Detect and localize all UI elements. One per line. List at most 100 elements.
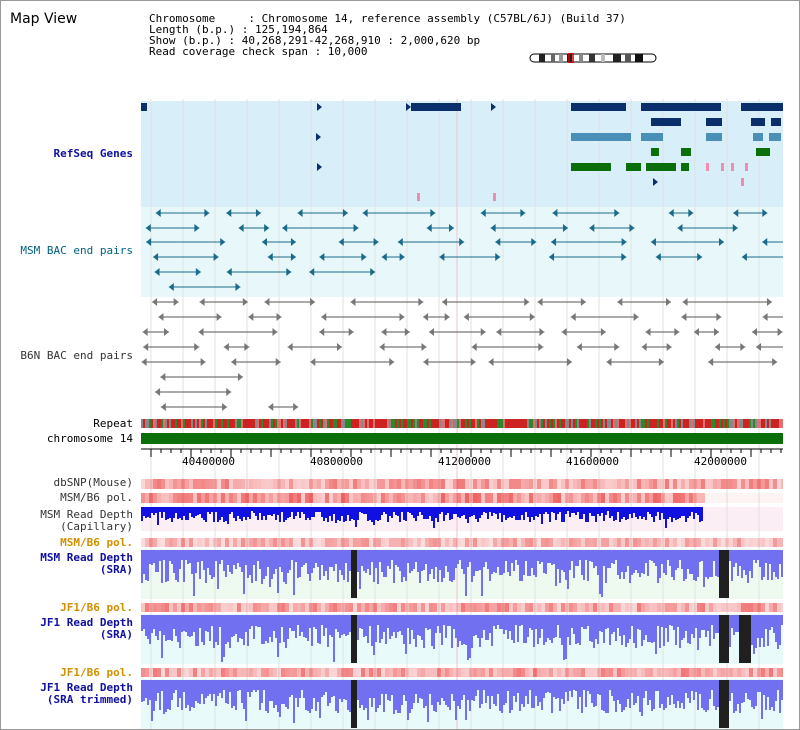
- polymorphism-bin: [477, 479, 481, 489]
- read-depth-bin: [145, 550, 147, 580]
- read-depth-bin: [307, 550, 309, 574]
- polymorphism-bin: [465, 479, 469, 489]
- read-depth-bin: [193, 507, 195, 518]
- polymorphism-bin: [601, 493, 605, 503]
- read-depth-bin: [677, 680, 679, 701]
- repeat-segment: [553, 419, 555, 428]
- b6n-bac-end: [777, 328, 783, 336]
- polymorphism-bin: [321, 538, 325, 547]
- read-depth-bin: [621, 615, 623, 645]
- read-depth-bin: [383, 507, 385, 512]
- repeat-segment: [399, 419, 401, 428]
- repeat-segment: [517, 419, 519, 428]
- polymorphism-bin: [329, 538, 333, 547]
- msm-bac-end: [650, 238, 656, 246]
- read-depth-bin: [335, 550, 337, 564]
- read-depth-bin: [583, 615, 585, 629]
- polymorphism-bin: [525, 493, 529, 503]
- read-depth-bin: [411, 507, 413, 515]
- read-depth-bin: [585, 550, 587, 560]
- read-depth-bin: [671, 680, 673, 695]
- b6n-bac-end: [321, 313, 327, 321]
- read-depth-bin: [759, 615, 761, 647]
- repeat-segment: [335, 419, 337, 428]
- read-depth-bin: [407, 615, 409, 628]
- msm-bac-end: [264, 224, 270, 232]
- read-depth-bin: [231, 680, 233, 708]
- read-depth-bin: [241, 550, 243, 572]
- polymorphism-bin: [729, 493, 733, 503]
- repeat-segment: [199, 419, 201, 428]
- read-depth-bin: [379, 680, 381, 705]
- polymorphism-bin: [389, 668, 393, 677]
- polymorphism-bin: [557, 479, 561, 489]
- read-depth-bin: [607, 550, 609, 568]
- polymorphism-bin: [413, 603, 417, 612]
- read-depth-bin: [463, 507, 465, 515]
- read-depth-bin: [405, 550, 407, 581]
- polymorphism-bin: [593, 538, 597, 547]
- label-jf1-b6-pol-2: JF1/B6 pol.: [60, 666, 133, 679]
- polymorphism-bin: [513, 668, 517, 677]
- read-depth-bin: [419, 680, 421, 698]
- repeat-segment: [397, 419, 399, 428]
- read-depth-bin: [273, 550, 275, 574]
- polymorphism-bin: [325, 603, 329, 612]
- read-depth-bin: [579, 550, 581, 560]
- polymorphism-bin: [753, 479, 757, 489]
- read-depth-bin: [747, 615, 749, 663]
- read-depth-bin: [155, 680, 157, 701]
- polymorphism-bin: [625, 668, 629, 677]
- chromosome-ideogram[interactable]: [529, 53, 657, 63]
- polymorphism-bin: [357, 603, 361, 612]
- polymorphism-bin: [369, 493, 373, 503]
- polymorphism-bin: [417, 538, 421, 547]
- read-depth-bin: [615, 550, 617, 560]
- polymorphism-bin: [157, 479, 161, 489]
- genome-browser-tracks[interactable]: [141, 99, 783, 730]
- polymorphism-bin: [221, 538, 225, 547]
- read-depth-bin: [399, 550, 401, 571]
- read-depth-bin: [479, 680, 481, 708]
- polymorphism-bin: [409, 668, 413, 677]
- read-depth-bin: [417, 507, 419, 516]
- repeat-segment: [607, 419, 609, 428]
- repeat-segment: [729, 419, 731, 428]
- repeat-segment: [265, 419, 267, 428]
- read-depth-bin: [413, 615, 415, 639]
- polymorphism-bin: [761, 493, 765, 503]
- read-depth-bin: [279, 550, 281, 567]
- polymorphism-bin: [225, 668, 229, 677]
- read-depth-bin: [725, 615, 727, 663]
- read-depth-bin: [301, 507, 303, 512]
- polymorphism-bin: [577, 668, 581, 677]
- polymorphism-bin: [697, 493, 701, 503]
- polymorphism-bin: [681, 493, 685, 503]
- read-depth-bin: [273, 615, 275, 631]
- read-depth-bin: [693, 550, 695, 580]
- polymorphism-bin: [517, 538, 521, 547]
- read-depth-bin: [489, 507, 491, 512]
- repeat-segment: [477, 419, 479, 428]
- read-depth-bin: [609, 615, 611, 645]
- read-depth-bin: [709, 680, 711, 699]
- b6n-bac-end: [158, 313, 164, 321]
- polymorphism-bin: [373, 479, 377, 489]
- read-depth-bin: [221, 680, 223, 698]
- polymorphism-bin: [189, 603, 193, 612]
- polymorphism-bin: [477, 538, 481, 547]
- repeat-segment: [181, 419, 183, 428]
- read-depth-bin: [443, 680, 445, 701]
- polymorphism-bin: [333, 493, 337, 503]
- read-depth-bin: [595, 680, 597, 706]
- read-depth-bin: [637, 507, 639, 519]
- polymorphism-bin: [449, 668, 453, 677]
- repeat-segment: [699, 419, 701, 428]
- read-depth-bin: [367, 550, 369, 569]
- polymorphism-bin: [193, 479, 197, 489]
- polymorphism-bin: [509, 668, 513, 677]
- read-depth-bin: [555, 550, 557, 586]
- read-depth-bin: [143, 680, 145, 701]
- read-depth-bin: [229, 615, 231, 648]
- read-depth-bin: [523, 680, 525, 707]
